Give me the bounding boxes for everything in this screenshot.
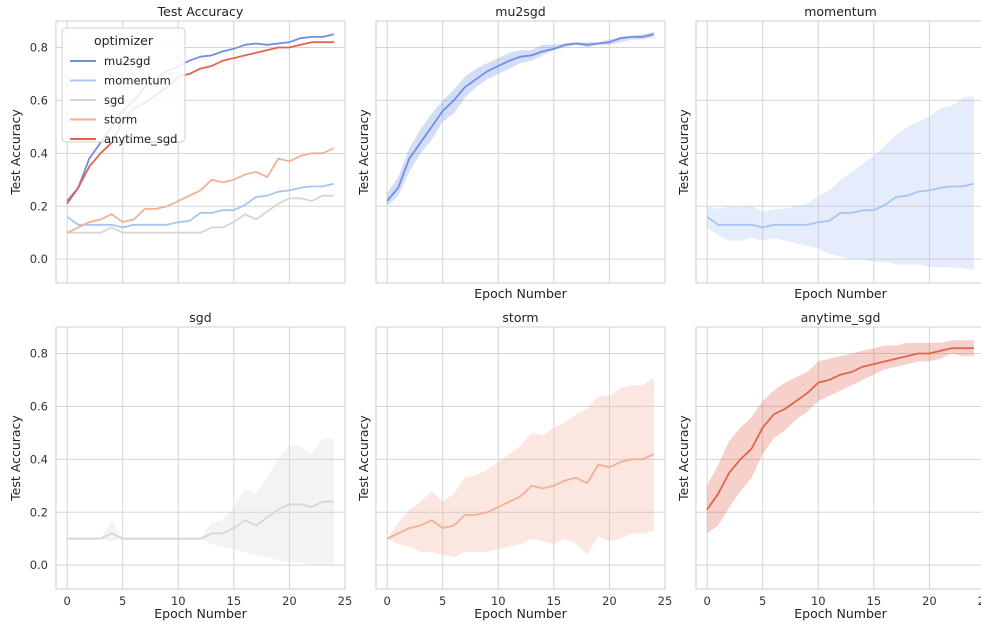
y-axis-label: Test Accuracy	[676, 415, 691, 502]
x-tick-label: 25	[978, 594, 981, 608]
series-line-anytime_sgd	[66, 41, 334, 205]
panel-frame	[55, 326, 346, 590]
y-tick-label: 0.4	[30, 146, 48, 160]
y-axis-label: Test Accuracy	[676, 109, 691, 196]
panel-frame	[695, 326, 981, 590]
legend-entry-sgd: sgd	[104, 93, 125, 107]
confidence-band-mu2sgd	[387, 31, 654, 207]
legend-entry-anytime_sgd: anytime_sgd	[104, 132, 177, 146]
legend-title: optimizer	[94, 33, 154, 48]
y-axis-label: Test Accuracy	[8, 415, 23, 502]
x-tick-label: 20	[922, 594, 937, 608]
panel-momentum: momentum Epoch Number Test Accuracy	[676, 4, 981, 301]
series-line-mu2sgd	[386, 33, 655, 202]
x-axis-label: Epoch Number	[474, 286, 567, 301]
x-tick-label: 0	[63, 594, 70, 608]
y-tick-label: 0.2	[30, 505, 48, 519]
panel-title: anytime_sgd	[801, 310, 881, 325]
plot-area	[386, 377, 655, 558]
x-tick-label: 5	[759, 594, 766, 608]
legend-entry-momentum: momentum	[104, 74, 171, 88]
panel-storm: 0 5 10 15 20 25 storm Epoch Number Test Accuracy	[356, 310, 672, 621]
series-line-sgd	[67, 194, 334, 234]
plot-area	[67, 438, 334, 566]
panel-title: storm	[502, 310, 538, 325]
y-axis-label: Test Accuracy	[356, 415, 371, 502]
x-tick-label: 15	[867, 594, 882, 608]
y-tick-label: 0.6	[30, 93, 48, 107]
confidence-band-momentum	[707, 96, 974, 270]
x-axis-label: Epoch Number	[794, 606, 887, 621]
series-line-momentum	[706, 182, 975, 229]
y-tick-label: 0.2	[30, 199, 48, 213]
x-tick-label: 15	[547, 594, 562, 608]
series-line-storm	[66, 147, 335, 234]
x-tick-label: 25	[658, 594, 673, 608]
x-tick-label: 20	[602, 594, 617, 608]
y-tick-label: 0.8	[30, 346, 48, 360]
x-tick-label: 10	[811, 594, 826, 608]
legend-box	[61, 27, 186, 143]
x-axis-label: Epoch Number	[794, 286, 887, 301]
legend-entry-storm: storm	[104, 113, 137, 127]
y-tick-label: 0.0	[30, 252, 48, 266]
y-tick-label: 0.8	[30, 40, 48, 54]
y-axis-label: Test Accuracy	[356, 109, 371, 196]
confidence-band-storm	[387, 377, 654, 558]
legend: optimizer mu2sgd momentum sgd storm anytime_s…	[61, 27, 186, 146]
panel-title: Test Accuracy	[157, 4, 244, 19]
plot-area	[386, 31, 655, 207]
x-axis-label: Epoch Number	[474, 606, 567, 621]
plot-area	[706, 340, 974, 534]
series-line-storm	[386, 453, 655, 540]
panel-frame	[695, 20, 981, 284]
series-line-anytime_sgd	[706, 347, 974, 511]
panel-sgd: 0 5 10 15 20 25 0.0 0.2 0.4 0.6 0.8 sgd Epoch Number…	[8, 310, 352, 621]
panel-frame	[375, 20, 666, 284]
panel-frame	[55, 20, 346, 284]
plot-area	[706, 96, 975, 270]
confidence-band-anytime_sgd	[707, 340, 974, 534]
x-tick-label: 15	[227, 594, 242, 608]
x-tick-label: 10	[171, 594, 186, 608]
legend-entry-mu2sgd: mu2sgd	[104, 54, 150, 68]
y-tick-label: 0.0	[30, 558, 48, 572]
confidence-band-sgd	[67, 438, 334, 566]
y-tick-label: 0.4	[30, 452, 48, 466]
panel-title: sgd	[189, 310, 211, 325]
x-tick-label: 5	[119, 594, 126, 608]
panel-title: momentum	[804, 4, 877, 19]
series-line-momentum	[66, 182, 335, 229]
panel-frame	[375, 326, 666, 590]
x-tick-label: 10	[491, 594, 506, 608]
y-tick-label: 0.6	[30, 399, 48, 413]
panel-title: mu2sgd	[495, 4, 545, 19]
panel-Test Accuracy: 0.0 0.2 0.4 0.6 0.8 Test Accuracy Test Accurac…	[8, 4, 346, 284]
panel-mu2sgd: mu2sgd Epoch Number Test Accuracy	[356, 4, 666, 301]
x-tick-label: 0	[383, 594, 390, 608]
x-axis-label: Epoch Number	[154, 606, 247, 621]
panel-anytime_sgd: 0 5 10 15 20 25 anytime_sgd Epoch Number Test Ac…	[676, 310, 981, 621]
y-axis-label: Test Accuracy	[8, 109, 23, 196]
series-line-sgd	[67, 500, 334, 540]
x-tick-label: 20	[282, 594, 297, 608]
x-tick-label: 5	[439, 594, 446, 608]
x-tick-label: 25	[338, 594, 353, 608]
x-tick-label: 0	[703, 594, 710, 608]
